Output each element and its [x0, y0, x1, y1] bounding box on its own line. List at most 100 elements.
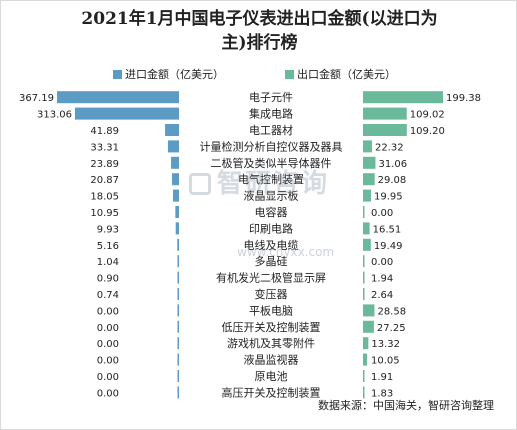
category-label: 集成电路: [249, 107, 293, 121]
legend-label-export: 出口金额（亿美元）: [297, 68, 396, 81]
import-bar: [177, 304, 179, 317]
import-value-label: 41.89: [90, 126, 119, 137]
legend-swatch-export: [285, 70, 294, 79]
category-label: 印刷电路: [249, 222, 293, 235]
category-label: 电工器材: [249, 123, 293, 137]
import-bar: [175, 222, 179, 235]
watermark-url: www.chyxx.com: [237, 245, 335, 259]
export-value-label: 109.02: [410, 110, 445, 121]
export-value-label: 10.05: [371, 356, 400, 367]
export-bar: [363, 173, 375, 186]
export-bar: [363, 140, 372, 153]
chart-legend: 进口金额（亿美元） 出口金额（亿美元）: [1, 67, 516, 83]
import-value-label: 0.00: [97, 356, 119, 367]
import-bar: [172, 173, 179, 186]
export-value-label: 0.00: [371, 208, 393, 219]
export-bar: [363, 222, 370, 235]
export-bar: [363, 206, 365, 218]
export-bar: [363, 107, 407, 120]
export-value-label: 22.32: [375, 142, 404, 153]
import-value-label: 20.87: [90, 175, 119, 186]
category-label: 变压器: [255, 287, 288, 301]
import-bar: [165, 124, 179, 136]
import-bar: [57, 91, 179, 104]
export-value-label: 28.58: [377, 306, 406, 317]
chart-title-line-2: 主)排行榜: [221, 33, 298, 53]
export-bar: [363, 353, 368, 366]
export-bar: [363, 189, 372, 202]
export-bar: [363, 320, 374, 333]
export-bar: [363, 271, 365, 284]
category-label: 电线及电缆: [244, 238, 299, 252]
export-bar: [363, 288, 365, 300]
import-value-label: 367.19: [19, 93, 54, 104]
category-label: 多晶硅: [255, 254, 288, 268]
import-bar: [175, 206, 179, 218]
category-label: 高压开关及控制装置: [222, 385, 321, 399]
category-label: 游戏机及其零附件: [227, 336, 315, 350]
import-bar: [177, 320, 179, 333]
import-bar: [177, 370, 179, 382]
category-label: 低压开关及控制装置: [222, 320, 321, 334]
import-bar: [171, 156, 179, 169]
export-bar: [363, 386, 365, 399]
export-bar: [363, 255, 365, 268]
import-bar: [177, 353, 179, 366]
import-value-label: 0.74: [97, 290, 119, 301]
export-bar: [363, 156, 376, 169]
legend-label-import: 进口金额（亿美元）: [125, 68, 224, 81]
import-value-label: 0.00: [97, 388, 119, 399]
import-bar: [177, 271, 179, 284]
import-bar: [177, 386, 179, 399]
export-value-label: 1.83: [371, 388, 393, 399]
category-label: 液晶显示板: [244, 189, 299, 203]
import-value-label: 33.31: [90, 142, 119, 153]
watermark-logo-icon: [189, 173, 211, 195]
legend-swatch-import: [113, 70, 122, 79]
category-label: 二极管及类似半导体器件: [211, 156, 332, 170]
import-value-label: 0.00: [97, 339, 119, 350]
import-value-label: 0.00: [97, 323, 119, 334]
import-value-label: 9.93: [97, 224, 119, 235]
export-value-label: 109.20: [410, 126, 445, 137]
export-value-label: 31.06: [378, 159, 407, 170]
export-value-label: 16.51: [373, 224, 402, 235]
import-bar: [167, 140, 179, 153]
export-value-label: 19.49: [374, 241, 403, 252]
category-label: 平板电脑: [249, 303, 293, 317]
import-value-label: 18.05: [90, 192, 119, 203]
export-bar: [363, 337, 369, 350]
import-bar: [74, 107, 179, 120]
source-note: 数据来源：中国海关，智研咨询整理: [318, 399, 494, 412]
import-bar: [173, 189, 179, 202]
category-label: 电容器: [255, 205, 288, 219]
category-label: 电气控制装置: [238, 172, 304, 186]
export-bar: [363, 238, 371, 251]
export-value-label: 27.25: [377, 323, 406, 334]
category-label: 计量检测分析自控仪器及器具: [200, 139, 343, 153]
export-value-label: 199.38: [446, 93, 481, 104]
legend-item-export: 出口金额（亿美元）: [285, 67, 396, 83]
export-value-label: 2.64: [371, 290, 393, 301]
import-value-label: 313.06: [37, 110, 72, 121]
category-label: 液晶监视器: [244, 353, 299, 367]
legend-item-import: 进口金额（亿美元）: [113, 67, 224, 83]
category-label: 原电池: [255, 370, 288, 383]
import-value-label: 10.95: [90, 208, 119, 219]
chart-title: 2021年1月中国电子仪表进出口金额(以进口为 主)排行榜: [1, 7, 516, 55]
export-bar: [363, 124, 407, 136]
export-bar: [363, 91, 443, 104]
category-label: 有机发光二极管显示屏: [216, 271, 326, 285]
export-value-label: 13.32: [371, 339, 400, 350]
import-value-label: 0.90: [97, 274, 119, 285]
export-value-label: 1.91: [371, 372, 393, 383]
import-bar: [177, 255, 179, 268]
watermark-logo: 智研咨询: [189, 163, 329, 200]
export-value-label: 29.08: [378, 175, 407, 186]
chart-title-line-1: 2021年1月中国电子仪表进出口金额(以进口为: [81, 9, 438, 29]
import-bar: [177, 238, 179, 251]
export-value-label: 0.00: [371, 257, 393, 268]
import-value-label: 0.00: [97, 306, 119, 317]
